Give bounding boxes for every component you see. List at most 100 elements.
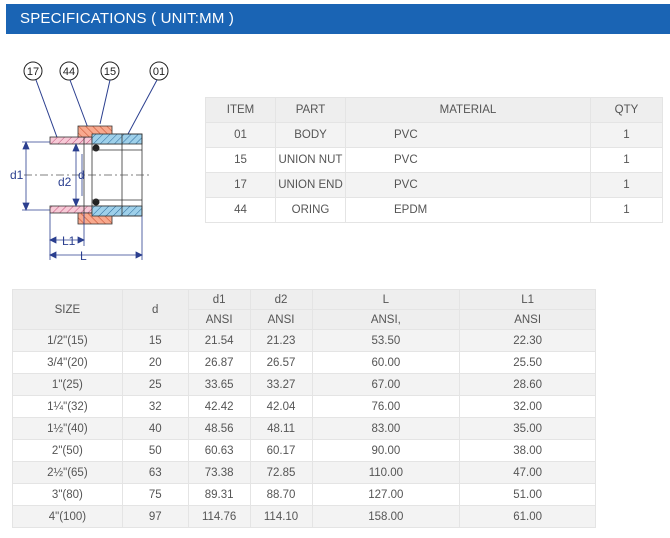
cell-d1: 48.56 [187, 417, 251, 440]
cell-d2: 48.11 [249, 417, 313, 440]
col-header-part: PART [275, 97, 346, 123]
svg-text:44: 44 [63, 66, 75, 78]
cell-L1: 25.50 [459, 351, 596, 374]
cell-part: ORING [275, 197, 346, 223]
col-header-d: d [121, 289, 189, 330]
callout-15: 15 [100, 61, 120, 81]
cell-d2: 42.04 [249, 395, 313, 418]
cell-d1: 60.63 [187, 439, 251, 462]
cell-size: 3"(80) [12, 483, 123, 506]
table-row: 1"(25) 25 33.65 33.27 67.00 28.60 [12, 373, 596, 396]
cell-L: 127.00 [311, 483, 461, 506]
cell-material: PVC [345, 147, 591, 173]
cell-L: 67.00 [311, 373, 461, 396]
cell-qty: 1 [590, 122, 663, 148]
cell-L: 110.00 [311, 461, 461, 484]
cell-d2: 33.27 [249, 373, 313, 396]
dimension-lines [22, 140, 143, 260]
materials-table: ITEM PART MATERIAL QTY 01 BODY PVC 1 15 … [205, 97, 663, 223]
cell-L1: 32.00 [459, 395, 596, 418]
col-header-qty: QTY [590, 97, 663, 123]
cell-part: UNION END [275, 172, 346, 198]
cell-d: 25 [121, 373, 189, 396]
table-row: 1/2"(15) 15 21.54 21.23 53.50 22.30 [12, 329, 596, 352]
cell-L: 158.00 [311, 505, 461, 528]
union-end-diagram: 17 44 15 01 [10, 61, 169, 263]
bore-lines [92, 149, 142, 201]
cell-item: 17 [205, 172, 276, 198]
cell-L: 76.00 [311, 395, 461, 418]
cell-L1: 51.00 [459, 483, 596, 506]
cell-L1: 35.00 [459, 417, 596, 440]
svg-text:15: 15 [104, 66, 116, 78]
cell-size: 4"(100) [12, 505, 123, 528]
dim-label-L: L [80, 249, 87, 263]
cell-d2: 21.23 [249, 329, 313, 352]
table-row: 1¼"(32) 32 42.42 42.04 76.00 32.00 [12, 395, 596, 418]
cell-size: 1"(25) [12, 373, 123, 396]
cell-size: 3/4"(20) [12, 351, 123, 374]
page-title: SPECIFICATIONS ( UNIT:MM ) [6, 4, 670, 34]
dimensions-subheader-row: ANSI ANSI ANSI, ANSI [13, 309, 596, 330]
cell-d2: 114.10 [249, 505, 313, 528]
cell-L: 90.00 [311, 439, 461, 462]
cell-item: 15 [205, 147, 276, 173]
cell-part: UNION NUT [275, 147, 346, 173]
dim-label-d1: d1 [10, 168, 24, 182]
cell-L: 83.00 [311, 417, 461, 440]
table-row: 15 UNION NUT PVC 1 [205, 147, 663, 173]
cell-L1: 28.60 [459, 373, 596, 396]
cell-material: PVC [345, 172, 591, 198]
cell-d: 50 [121, 439, 189, 462]
table-row: 01 BODY PVC 1 [205, 122, 663, 148]
cell-d: 63 [121, 461, 189, 484]
col-subheader-L: ANSI, [311, 309, 461, 330]
svg-text:01: 01 [153, 66, 165, 78]
table-row: 4"(100) 97 114.76 114.10 158.00 61.00 [12, 505, 596, 528]
cell-size: 1½"(40) [12, 417, 123, 440]
dim-label-d2: d2 [58, 175, 72, 189]
cell-L: 53.50 [311, 329, 461, 352]
cell-qty: 1 [590, 172, 663, 198]
cell-L: 60.00 [311, 351, 461, 374]
table-row: 44 ORING EPDM 1 [205, 197, 663, 223]
callout-01: 01 [149, 61, 169, 81]
cell-L1: 22.30 [459, 329, 596, 352]
cell-material: PVC [345, 122, 591, 148]
leader-lines [35, 79, 158, 141]
dimensions-header-row: SIZE d d1 d2 L L1 [12, 289, 596, 330]
cell-qty: 1 [590, 147, 663, 173]
cell-part: BODY [275, 122, 346, 148]
table-row: 17 UNION END PVC 1 [205, 172, 663, 198]
cell-d: 97 [121, 505, 189, 528]
dimensions-table: SIZE d d1 d2 L L1 ANSI ANSI ANSI, ANSI 1… [12, 289, 596, 528]
cell-L1: 38.00 [459, 439, 596, 462]
cell-d: 40 [121, 417, 189, 440]
cell-d1: 89.31 [187, 483, 251, 506]
cell-size: 1¼"(32) [12, 395, 123, 418]
cell-d1: 21.54 [187, 329, 251, 352]
cell-d2: 88.70 [249, 483, 313, 506]
cell-d2: 26.57 [249, 351, 313, 374]
cell-size: 2½"(65) [12, 461, 123, 484]
cell-d: 32 [121, 395, 189, 418]
cell-material: EPDM [345, 197, 591, 223]
cell-d1: 33.65 [187, 373, 251, 396]
col-header-L: L [311, 289, 461, 310]
table-row: 2"(50) 50 60.63 60.17 90.00 38.00 [12, 439, 596, 462]
table-row: 3/4"(20) 20 26.87 26.57 60.00 25.50 [12, 351, 596, 374]
table-row: 3"(80) 75 89.31 88.70 127.00 51.00 [12, 483, 596, 506]
col-subheader-d2: ANSI [249, 309, 313, 330]
cell-size: 2"(50) [12, 439, 123, 462]
col-subheader-L1: ANSI [459, 309, 596, 330]
col-header-size: SIZE [12, 289, 123, 330]
dim-label-d: d [78, 168, 85, 182]
col-subheader-d1: ANSI [187, 309, 251, 330]
col-header-material: MATERIAL [345, 97, 591, 123]
cell-d1: 42.42 [187, 395, 251, 418]
col-header-d2: d2 [249, 289, 313, 310]
callout-44: 44 [59, 61, 79, 81]
cell-d: 20 [121, 351, 189, 374]
cell-size: 1/2"(15) [12, 329, 123, 352]
cell-L1: 47.00 [459, 461, 596, 484]
